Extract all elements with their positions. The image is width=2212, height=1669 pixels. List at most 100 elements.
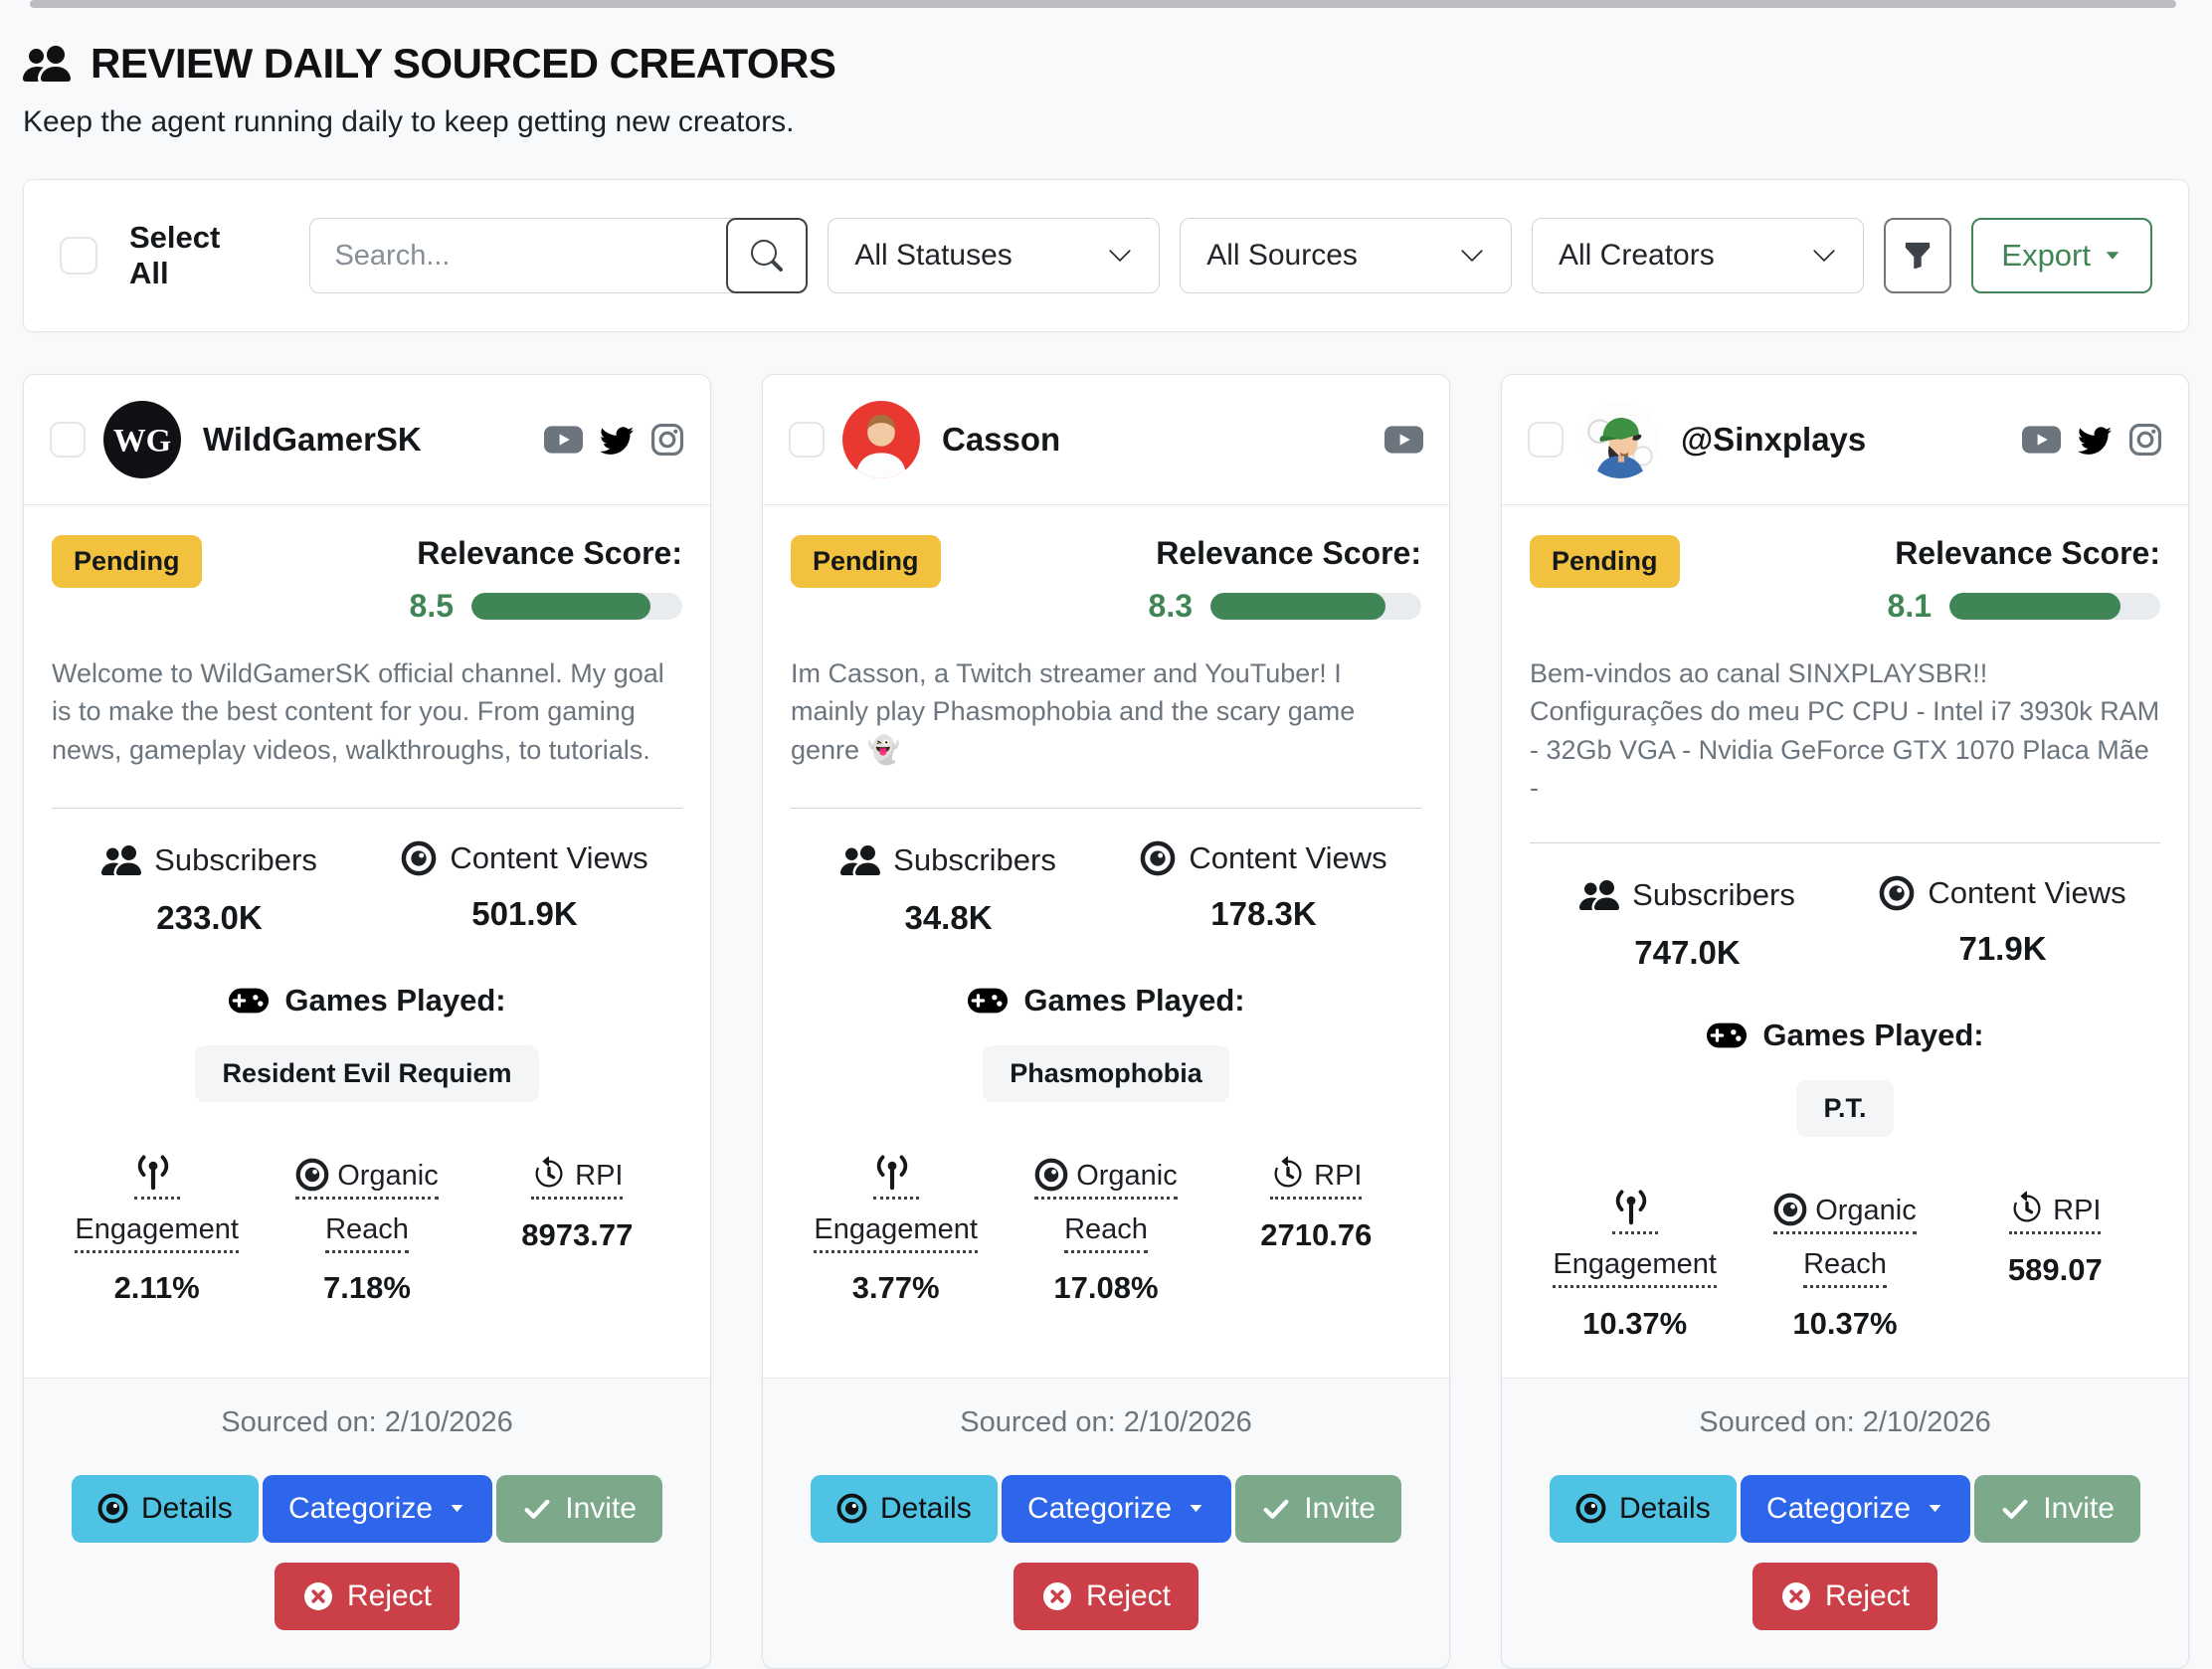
rpi-label: RPI bbox=[575, 1160, 624, 1192]
select-all-checkbox[interactable] bbox=[60, 237, 97, 275]
game-chip: Resident Evil Requiem bbox=[195, 1045, 539, 1102]
export-label: Export bbox=[2001, 238, 2091, 273]
svg-text:WG: WG bbox=[113, 423, 171, 459]
games-played-label: Games Played: bbox=[1023, 983, 1245, 1018]
instagram-icon[interactable] bbox=[650, 423, 684, 457]
games-played-section: Games Played: P.T. bbox=[1530, 1018, 2160, 1138]
search-input[interactable] bbox=[309, 218, 737, 293]
source-filter-select[interactable]: All Sources bbox=[1180, 218, 1512, 293]
content-views-label: Content Views bbox=[1189, 840, 1387, 875]
history-icon bbox=[1270, 1156, 1306, 1192]
reject-button[interactable]: Reject bbox=[1013, 1562, 1199, 1630]
gamepad-icon bbox=[1706, 1021, 1748, 1049]
chevron-down-icon bbox=[1811, 243, 1837, 269]
youtube-icon[interactable] bbox=[1384, 426, 1423, 454]
sourced-on-text: Sourced on: 2/10/2026 bbox=[960, 1405, 1252, 1438]
creator-card: Casson Pending Relevance Score: 8.3 bbox=[762, 374, 1450, 1669]
rpi-value: 589.07 bbox=[2007, 1251, 2103, 1287]
card-footer: Sourced on: 2/10/2026 Details Categorize… bbox=[1502, 1377, 2188, 1668]
card-body: Pending Relevance Score: 8.3 Im Casson, … bbox=[763, 505, 1449, 1378]
categorize-button[interactable]: Categorize bbox=[1001, 1474, 1232, 1543]
top-scrollbar[interactable] bbox=[30, 0, 2176, 8]
social-links bbox=[1384, 426, 1423, 454]
organic-reach-label: Organic Reach bbox=[1803, 1195, 1917, 1280]
reject-button[interactable]: Reject bbox=[274, 1562, 461, 1630]
organic-reach-metric: Organic Reach 17.08% bbox=[1001, 1150, 1210, 1306]
details-button[interactable]: Details bbox=[811, 1474, 998, 1543]
instagram-icon[interactable] bbox=[2128, 423, 2162, 457]
card-header: Casson bbox=[763, 375, 1449, 505]
search-group bbox=[309, 218, 809, 293]
engagement-metric: Engagement 2.11% bbox=[52, 1150, 262, 1306]
creator-checkbox[interactable] bbox=[50, 422, 86, 458]
check-icon bbox=[2000, 1494, 2030, 1524]
sourced-on-text: Sourced on: 2/10/2026 bbox=[1699, 1405, 1991, 1438]
creator-name: WildGamerSK bbox=[203, 421, 422, 458]
subscribers-stat: Subscribers 233.0K bbox=[52, 840, 367, 937]
engagement-label: Engagement bbox=[75, 1212, 239, 1245]
youtube-icon[interactable] bbox=[544, 426, 583, 454]
rpi-metric: RPI 8973.77 bbox=[472, 1150, 682, 1306]
caret-down-icon bbox=[1926, 1499, 1944, 1518]
creator-checkbox[interactable] bbox=[789, 422, 825, 458]
games-played-section: Games Played: Resident Evil Requiem bbox=[52, 983, 682, 1102]
creator-description: Bem-vindos ao canal SINXPLAYSBR!! Config… bbox=[1530, 658, 2160, 803]
advanced-filter-button[interactable] bbox=[1883, 218, 1952, 293]
rpi-label: RPI bbox=[2053, 1195, 2102, 1227]
card-body: Pending Relevance Score: 8.1 Bem-vindos … bbox=[1502, 505, 2188, 1378]
details-button[interactable]: Details bbox=[1550, 1474, 1737, 1543]
check-icon bbox=[1261, 1494, 1291, 1524]
twitter-icon[interactable] bbox=[2078, 423, 2112, 457]
game-chip: P.T. bbox=[1796, 1080, 1894, 1138]
creator-checkbox[interactable] bbox=[1528, 422, 1564, 458]
rpi-metric: RPI 589.07 bbox=[1950, 1185, 2160, 1341]
filter-toolbar: Select All All Statuses All Sources All … bbox=[23, 179, 2189, 332]
export-button[interactable]: Export bbox=[1971, 218, 2152, 293]
creator-card: @Sinxplays Pending Relevance Score: 8.1 bbox=[1501, 374, 2189, 1669]
check-icon bbox=[522, 1494, 552, 1524]
card-footer: Sourced on: 2/10/2026 Details Categorize… bbox=[763, 1377, 1449, 1668]
rpi-label: RPI bbox=[1314, 1160, 1363, 1192]
eye-icon bbox=[1575, 1493, 1606, 1524]
youtube-icon[interactable] bbox=[2022, 426, 2061, 454]
subscribers-label: Subscribers bbox=[1632, 877, 1795, 913]
invite-button[interactable]: Invite bbox=[1235, 1474, 1401, 1543]
subscribers-value: 233.0K bbox=[156, 899, 263, 936]
subscribers-label: Subscribers bbox=[154, 842, 317, 877]
antenna-icon bbox=[134, 1154, 172, 1192]
search-button[interactable] bbox=[726, 218, 809, 293]
creator-name: @Sinxplays bbox=[1681, 421, 1867, 458]
invite-button[interactable]: Invite bbox=[496, 1474, 662, 1543]
creator-filter-select[interactable]: All Creators bbox=[1532, 218, 1864, 293]
organic-reach-metric: Organic Reach 7.18% bbox=[262, 1150, 471, 1306]
organic-reach-value: 7.18% bbox=[323, 1270, 411, 1306]
eye-icon bbox=[1034, 1158, 1068, 1192]
details-button[interactable]: Details bbox=[72, 1474, 259, 1543]
content-views-label: Content Views bbox=[450, 840, 648, 875]
engagement-value: 3.77% bbox=[851, 1270, 940, 1306]
engagement-value: 10.37% bbox=[1582, 1305, 1688, 1341]
invite-button[interactable]: Invite bbox=[1974, 1474, 2140, 1543]
relevance-score-value: 8.1 bbox=[1887, 588, 1932, 624]
status-filter-select[interactable]: All Statuses bbox=[828, 218, 1161, 293]
page-title: REVIEW DAILY SOURCED CREATORS bbox=[91, 40, 836, 87]
subscribers-value: 34.8K bbox=[904, 899, 993, 936]
eye-icon bbox=[97, 1493, 128, 1524]
page-subtitle: Keep the agent running daily to keep get… bbox=[23, 105, 795, 138]
content-views-stat: Content Views 71.9K bbox=[1845, 875, 2160, 972]
creator-card: WG WildGamerSK Pending Relevance Score: … bbox=[23, 374, 711, 1669]
content-views-label: Content Views bbox=[1928, 875, 2126, 911]
gamepad-icon bbox=[228, 987, 270, 1015]
gamepad-icon bbox=[967, 987, 1009, 1015]
subscribers-label: Subscribers bbox=[893, 842, 1056, 877]
categorize-button[interactable]: Categorize bbox=[262, 1474, 493, 1543]
twitter-icon[interactable] bbox=[600, 423, 634, 457]
organic-reach-metric: Organic Reach 10.37% bbox=[1740, 1185, 1949, 1341]
divider bbox=[1530, 842, 2160, 844]
reject-button[interactable]: Reject bbox=[1751, 1562, 1938, 1630]
card-header: @Sinxplays bbox=[1502, 375, 2188, 505]
engagement-label: Engagement bbox=[1553, 1247, 1717, 1280]
categorize-button[interactable]: Categorize bbox=[1740, 1474, 1971, 1543]
subscribers-stat: Subscribers 747.0K bbox=[1530, 875, 1845, 972]
